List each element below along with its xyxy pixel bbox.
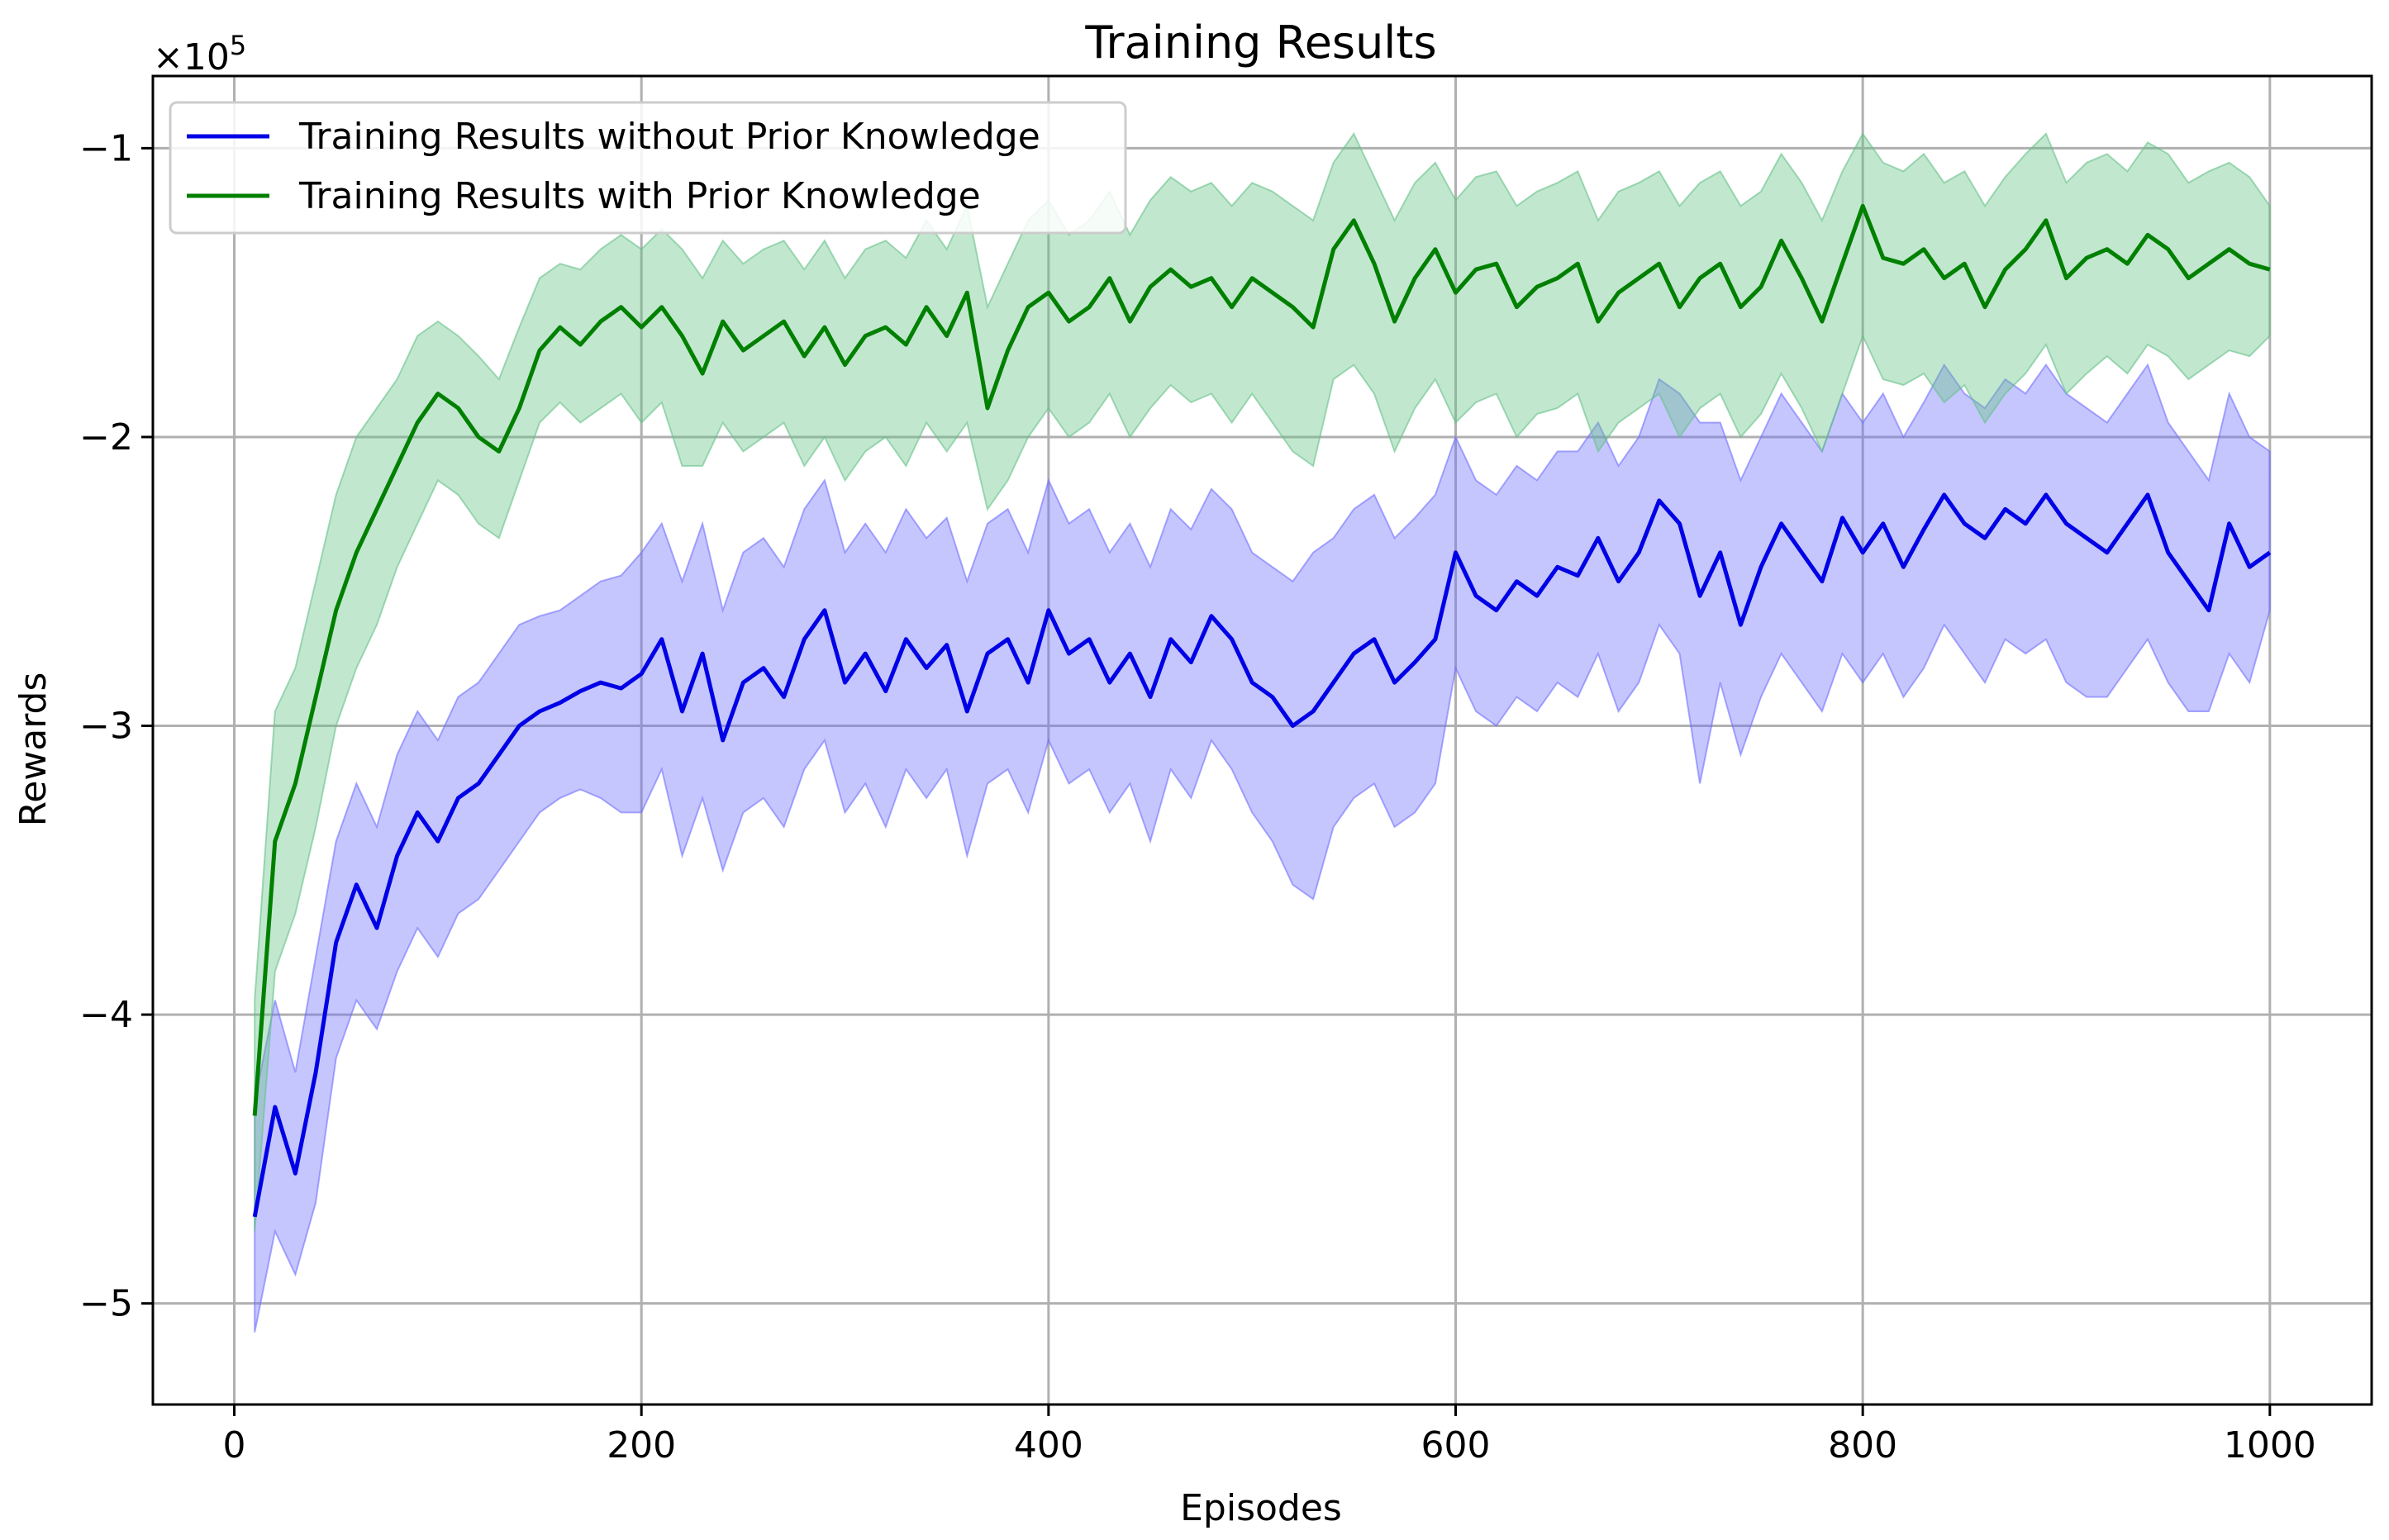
y-tick-label: −4: [79, 994, 133, 1036]
x-tick-label: 800: [1828, 1424, 1897, 1466]
y-axis-ticks: −5 −4 −3 −2 −1: [79, 127, 153, 1325]
y-tick-label: −3: [79, 706, 133, 748]
x-tick-label: 400: [1014, 1424, 1083, 1466]
x-tick-label: 200: [607, 1424, 676, 1466]
series-lines: [252, 203, 2272, 1218]
y-axis-label: Rewards: [12, 673, 55, 827]
y-axis-scale-factor: ×105: [153, 30, 246, 78]
legend-label-with-prior: Training Results with Prior Knowledge: [298, 175, 981, 217]
x-tick-label: 1000: [2224, 1424, 2316, 1466]
line-with-prior: [252, 203, 2271, 1116]
y-scale-exponent: 5: [230, 30, 246, 61]
x-tick-label: 0: [223, 1424, 246, 1466]
y-tick-label: −2: [79, 416, 133, 459]
legend-label-without-prior: Training Results without Prior Knowledge: [298, 116, 1040, 158]
chart-title: Training Results: [1084, 17, 1436, 69]
y-tick-label: −1: [79, 127, 133, 169]
legend: Training Results without Prior Knowledge…: [169, 101, 1127, 235]
confidence-bands: [254, 131, 2271, 1333]
plot-frame: [151, 74, 2373, 1406]
legend-box: [169, 101, 1127, 235]
y-tick-label: −5: [79, 1283, 133, 1325]
x-axis-label: Episodes: [1180, 1487, 1342, 1529]
x-axis-ticks: 0 200 400 600 800 1000: [223, 1405, 2316, 1466]
x-tick-label: 600: [1421, 1424, 1491, 1466]
band-without-prior: [254, 363, 2271, 1333]
line-without-prior: [252, 492, 2272, 1218]
y-scale-base: ×10: [153, 36, 230, 78]
